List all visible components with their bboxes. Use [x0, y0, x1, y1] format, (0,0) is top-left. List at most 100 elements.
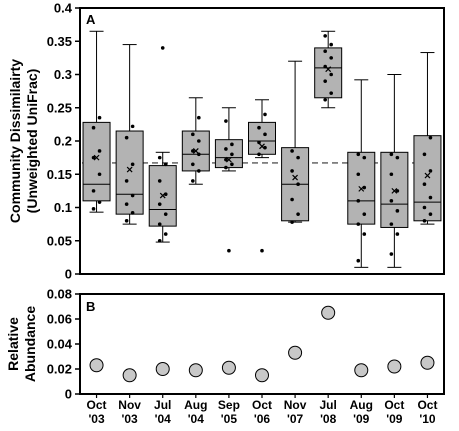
x-tick-label-year: '03 — [122, 412, 139, 426]
y-tick-label: 0.04 — [47, 337, 73, 352]
data-point — [224, 119, 228, 123]
data-point — [257, 140, 261, 145]
x-tick-label-month: Oct — [417, 398, 437, 412]
outlier-point — [227, 248, 231, 253]
mean-marker — [126, 166, 133, 173]
data-point — [130, 162, 135, 167]
box — [82, 121, 111, 202]
data-point — [329, 42, 333, 47]
data-point — [91, 155, 96, 160]
panel-b-ylabel-line1: Relative — [5, 317, 21, 371]
box-group — [82, 30, 111, 213]
data-point — [422, 152, 427, 157]
y-tick-label: 0 — [65, 387, 72, 402]
x-tick-label-year: '04 — [155, 412, 172, 426]
box-group — [380, 74, 409, 268]
data-point — [124, 135, 129, 140]
y-tick-label: 0.02 — [47, 362, 72, 377]
abundance-point — [221, 360, 236, 375]
data-point — [97, 172, 102, 177]
data-point — [157, 179, 162, 183]
y-tick-label: 0.06 — [47, 312, 72, 327]
data-point — [428, 212, 433, 216]
data-point — [329, 91, 333, 95]
x-tick-label-month: Sep — [218, 398, 240, 412]
mean-marker — [259, 143, 265, 150]
data-point — [422, 219, 427, 223]
data-point — [389, 172, 394, 177]
y-tick-label: 0.4 — [54, 1, 73, 16]
abundance-point — [255, 368, 269, 383]
mean-marker — [358, 185, 365, 192]
panel-a-ylabel-line1: Community Dissimilairty — [7, 59, 23, 223]
data-point — [124, 179, 129, 183]
abundance-point — [188, 363, 203, 378]
x-tick-label-year: '05 — [221, 412, 238, 426]
data-point — [130, 193, 135, 198]
mean-marker — [159, 192, 166, 199]
mean-marker — [225, 156, 232, 163]
abundance-point — [89, 358, 104, 373]
panel-b-ylabel-line2: Abundance — [22, 306, 38, 382]
y-tick-label: 0.3 — [54, 67, 72, 82]
outlier-point — [260, 248, 264, 253]
mean-marker-stroke — [292, 174, 299, 181]
panel-b: B Relative Abundance 0 0.02 0.04 0.06 0.08 O… — [5, 287, 445, 426]
data-point — [91, 207, 96, 211]
data-point — [356, 199, 361, 203]
box — [214, 139, 243, 169]
y-tick-label: 0.25 — [47, 100, 72, 115]
data-point — [163, 212, 168, 216]
box — [314, 47, 343, 99]
data-point — [157, 222, 162, 226]
box — [115, 130, 144, 215]
data-point — [395, 189, 400, 193]
panel-a-label: A — [86, 12, 96, 27]
outlier-point — [160, 46, 165, 50]
data-point — [257, 152, 261, 157]
x-tick-label-month: Aug — [350, 398, 373, 412]
y-tick-label: 0.05 — [47, 233, 72, 248]
data-point — [197, 115, 201, 120]
data-point — [395, 232, 400, 236]
data-point — [296, 182, 300, 187]
data-point — [329, 72, 333, 77]
panel-b-y-axis: 0 0.02 0.04 0.06 0.08 — [47, 287, 80, 402]
panel-b-points — [89, 305, 435, 383]
data-point — [395, 209, 400, 213]
y-tick-label: 0.2 — [54, 134, 72, 149]
box-group — [214, 107, 243, 253]
data-point — [362, 155, 367, 160]
box — [380, 151, 409, 228]
data-point — [197, 139, 201, 143]
data-point — [428, 135, 433, 140]
panel-b-label: B — [86, 299, 95, 314]
box-group — [248, 99, 276, 253]
data-point — [362, 212, 367, 216]
abundance-point — [288, 345, 303, 360]
mean-marker — [292, 174, 299, 181]
data-point — [191, 149, 195, 153]
data-point — [389, 252, 394, 256]
data-point — [257, 125, 261, 130]
data-point — [290, 197, 294, 202]
data-point — [230, 152, 234, 157]
abundance-point — [321, 305, 336, 320]
abundance-point — [155, 362, 170, 376]
x-tick-label-month: Jul — [154, 398, 171, 412]
y-tick-label: 0.08 — [47, 287, 72, 302]
data-point — [428, 195, 433, 200]
data-point — [389, 222, 394, 226]
data-point — [323, 97, 327, 102]
data-point — [290, 149, 294, 153]
box-group — [413, 52, 442, 225]
x-tick-label-year: '07 — [287, 412, 304, 426]
data-point — [124, 202, 129, 206]
box-group — [281, 60, 310, 224]
data-point — [157, 202, 162, 206]
data-point — [230, 162, 234, 167]
data-point — [389, 199, 394, 203]
panel-a-ylabel-line2: (Unweighted UniFrac) — [24, 69, 40, 214]
x-tick-label-year: '06 — [254, 412, 271, 426]
